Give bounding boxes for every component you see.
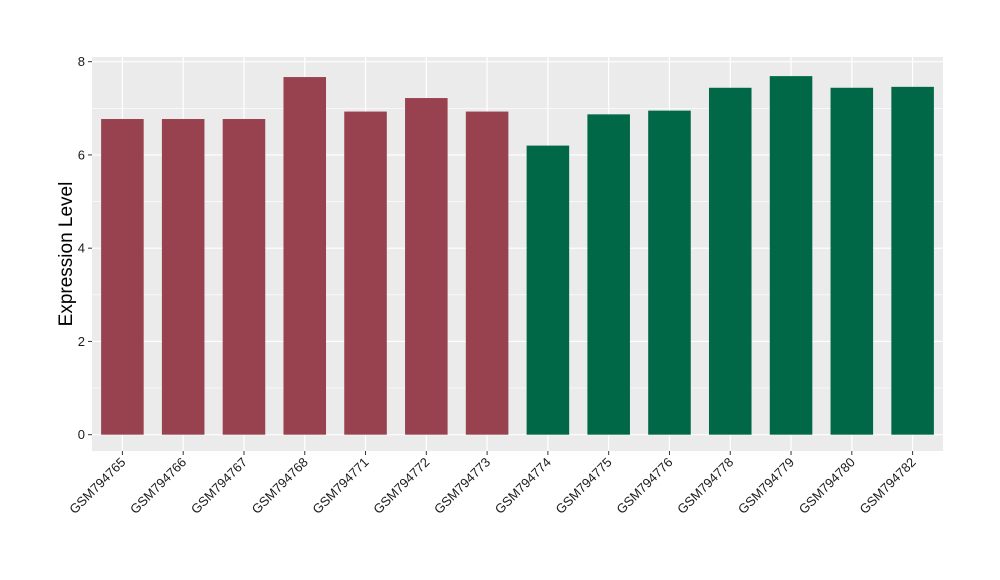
x-tick-label: GSM794778 [674, 455, 736, 517]
x-tick-label: GSM794775 [553, 455, 615, 517]
bar-gsm794771 [344, 111, 387, 435]
x-tick-label: GSM794782 [857, 455, 919, 517]
x-tick-label: GSM794774 [492, 455, 554, 517]
bar-gsm794779 [769, 76, 813, 435]
bar-gsm794767 [222, 119, 266, 435]
bar-gsm794773 [465, 111, 509, 435]
y-axis-title: Expression Level [56, 182, 77, 327]
bar-gsm794766 [161, 119, 205, 435]
y-tick-label: 6 [78, 147, 85, 162]
x-tick-label: GSM794773 [431, 455, 493, 517]
y-tick-label: 4 [78, 241, 85, 256]
x-tick-label: GSM794766 [127, 455, 189, 517]
x-tick-label: GSM794765 [66, 455, 128, 517]
bar-gsm794775 [587, 114, 630, 435]
plot-panel [92, 57, 943, 451]
bars [101, 76, 934, 435]
bar-gsm794782 [891, 86, 934, 435]
x-axis: GSM794765GSM794766GSM794767GSM794768GSM7… [66, 451, 919, 517]
bar-gsm794774 [526, 145, 570, 435]
x-tick-label: GSM794768 [249, 455, 311, 517]
y-tick-label: 2 [78, 334, 85, 349]
bar-gsm794765 [101, 119, 144, 435]
x-tick-label: GSM794776 [613, 455, 675, 517]
x-tick-label: GSM794767 [188, 455, 250, 517]
x-tick-label: GSM794771 [309, 455, 371, 517]
y-tick-label: 0 [78, 427, 85, 442]
x-tick-label: GSM794779 [735, 455, 797, 517]
bar-gsm794778 [708, 87, 752, 435]
x-tick-label: GSM794780 [796, 455, 858, 517]
x-tick-label: GSM794772 [370, 455, 432, 517]
y-axis: 0 2 4 6 8 [78, 54, 92, 442]
bar-gsm794780 [830, 87, 874, 435]
bar-gsm794768 [283, 77, 327, 435]
y-tick-label: 8 [78, 54, 85, 69]
bar-gsm794772 [405, 98, 448, 435]
bar-gsm794776 [648, 110, 691, 435]
